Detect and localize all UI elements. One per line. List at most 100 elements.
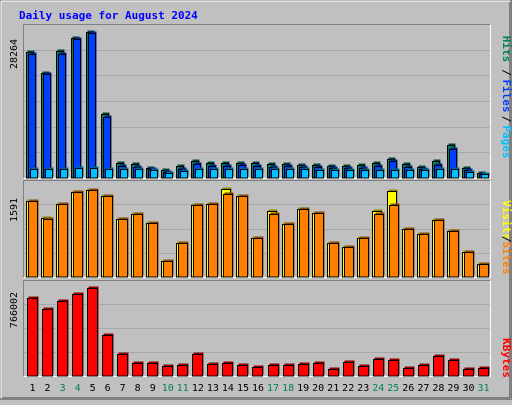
bar-kbytes-7 (117, 354, 128, 377)
bar-pages-17 (271, 169, 279, 179)
bar-kbytes-21 (328, 369, 339, 377)
bar-pages-3 (60, 169, 68, 179)
bar-sites-24 (374, 214, 384, 278)
x-label-day-30: 30 (462, 383, 474, 394)
bar-pages-1 (30, 169, 38, 179)
panel-hits-files-pages: 28264 Pages Files Hits / / (9, 24, 512, 179)
bar-sites-13 (208, 204, 218, 278)
legend-hits: Hits (500, 36, 512, 63)
bar-kbytes-30 (463, 369, 474, 377)
x-label-day-25: 25 (387, 383, 399, 394)
bar-kbytes-23 (358, 366, 369, 377)
legend-files: Files (500, 79, 512, 112)
x-label-day-27: 27 (417, 383, 429, 394)
x-label-day-23: 23 (357, 383, 369, 394)
legend-separator: / (500, 116, 512, 123)
bar-kbytes-29 (448, 360, 459, 377)
bar-sites-26 (404, 229, 414, 278)
bar-kbytes-8 (132, 363, 143, 377)
bar-files-2 (43, 74, 51, 179)
bar-kbytes-14 (222, 363, 233, 377)
bar-pages-16 (255, 169, 263, 179)
x-label-day-8: 8 (135, 383, 141, 394)
panel-kbytes: 766002 KBytes (9, 280, 512, 378)
x-label-day-16: 16 (252, 383, 264, 394)
bar-sites-31 (479, 264, 489, 278)
bar-pages-15 (240, 169, 248, 179)
bar-kbytes-13 (207, 364, 218, 377)
bar-sites-20 (314, 213, 324, 278)
x-label-day-9: 9 (150, 383, 156, 394)
bar-kbytes-15 (237, 365, 248, 377)
bar-sites-25 (389, 205, 399, 278)
x-label-day-31: 31 (477, 383, 489, 394)
bar-pages-30 (466, 172, 474, 179)
bar-sites-5 (88, 190, 98, 278)
x-label-day-17: 17 (267, 383, 279, 394)
x-label-day-18: 18 (282, 383, 294, 394)
bar-sites-23 (359, 238, 369, 278)
legend-sites: Sites (500, 241, 512, 274)
bar-kbytes-18 (283, 365, 294, 377)
bar-sites-15 (238, 196, 248, 278)
bar-sites-10 (163, 261, 173, 278)
x-label-day-3: 3 (60, 383, 66, 394)
bar-pages-2 (45, 169, 53, 179)
x-label-day-13: 13 (207, 383, 219, 394)
x-label-day-5: 5 (90, 383, 96, 394)
bar-pages-9 (150, 170, 158, 179)
x-label-day-7: 7 (120, 383, 126, 394)
bar-sites-1 (28, 201, 38, 278)
bar-pages-24 (376, 170, 384, 179)
bar-pages-14 (225, 169, 233, 179)
bar-kbytes-22 (343, 362, 354, 377)
x-label-day-15: 15 (237, 383, 249, 394)
legend-kbytes: KBytes (500, 338, 512, 378)
bar-pages-10 (165, 173, 173, 179)
bar-kbytes-5 (87, 288, 98, 377)
bar-sites-8 (133, 214, 143, 278)
bar-pages-6 (105, 169, 113, 179)
bar-sites-16 (253, 238, 263, 278)
x-label-day-12: 12 (192, 383, 204, 394)
bar-kbytes-12 (192, 354, 203, 377)
bar-sites-18 (284, 224, 294, 278)
x-label-day-14: 14 (222, 383, 234, 394)
bar-kbytes-31 (478, 368, 489, 377)
bar-pages-4 (75, 168, 83, 179)
bar-pages-23 (361, 170, 369, 179)
bar-sites-21 (329, 243, 339, 278)
bar-pages-29 (451, 169, 459, 179)
bar-pages-11 (180, 171, 188, 179)
bar-kbytes-25 (388, 360, 399, 377)
bar-pages-7 (120, 169, 128, 179)
bar-sites-14 (223, 194, 233, 278)
bar-sites-27 (419, 234, 429, 278)
bar-kbytes-20 (313, 363, 324, 377)
bar-pages-8 (135, 169, 143, 179)
bar-kbytes-11 (177, 365, 188, 377)
bar-sites-29 (449, 231, 459, 278)
x-label-day-29: 29 (447, 383, 459, 394)
bar-sites-17 (269, 214, 279, 278)
bar-pages-13 (210, 169, 218, 179)
x-label-day-22: 22 (342, 383, 354, 394)
bar-files-5 (88, 33, 96, 179)
bar-kbytes-27 (418, 365, 429, 377)
legend-pages: Pages (500, 125, 512, 158)
bar-kbytes-6 (102, 335, 113, 377)
bar-kbytes-9 (147, 363, 158, 377)
bar-kbytes-1 (27, 298, 38, 377)
legend-separator: / (500, 69, 512, 76)
bar-sites-9 (148, 223, 158, 278)
x-label-day-20: 20 (312, 383, 324, 394)
legend-separator: / (500, 236, 512, 243)
x-label-day-21: 21 (327, 383, 339, 394)
bar-sites-7 (118, 219, 128, 278)
bar-pages-31 (481, 174, 489, 179)
bar-files-4 (73, 39, 81, 179)
bar-sites-28 (434, 220, 444, 278)
x-label-day-19: 19 (297, 383, 309, 394)
bar-kbytes-16 (252, 367, 263, 377)
